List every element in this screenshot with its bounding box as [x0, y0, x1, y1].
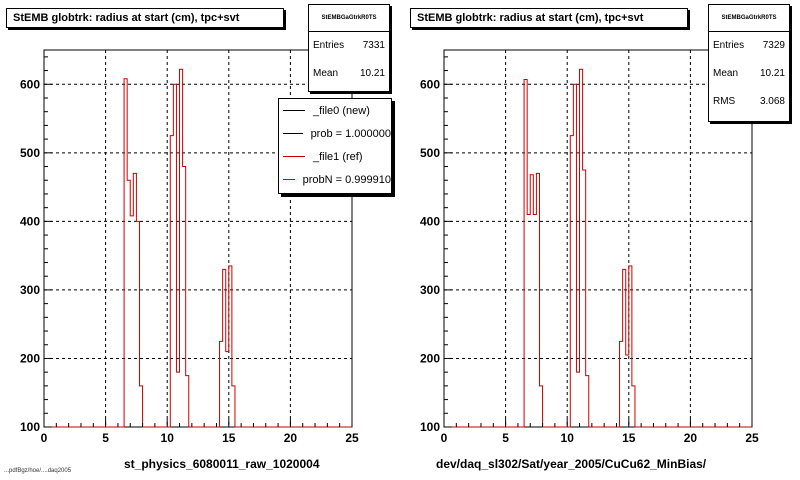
panel-1-xtick-label-5: 5	[102, 431, 109, 445]
panel-1-ytick-label-400: 400	[20, 214, 40, 228]
panel-1-legend: _file0 (new) prob = 1.000000 _file1 (ref…	[278, 98, 392, 194]
legend-swatch-ref	[283, 156, 305, 157]
panel-2-ytick-label-400: 400	[420, 214, 440, 228]
panel-2-xtick-label-5: 5	[502, 431, 509, 445]
panel-2-plot-frame	[443, 49, 753, 428]
panel-2-stats-entries: Entries 7329	[713, 40, 785, 51]
panel-2-xtick-label-20: 20	[684, 431, 698, 445]
panel-1-xtick-label-15: 15	[222, 431, 236, 445]
panel-2-title: StEMB globtrk: radius at start (cm), tpc…	[410, 8, 688, 28]
panel-1-stats-mean: Mean 10.21	[313, 68, 385, 79]
panel-2-series-1-step-line	[444, 68, 752, 428]
legend-entry-new: _file0 (new)	[279, 99, 391, 122]
panel-1-ytick-label-600: 600	[20, 77, 40, 91]
panel-1-xtick-label-20: 20	[284, 431, 298, 445]
corner-caption: ...pdfBgz/hoe/....daq2005	[4, 468, 72, 474]
legend-entry-prob: prob = 1.000000	[279, 122, 391, 145]
panel-2-stats-mean: Mean 10.21	[713, 68, 785, 79]
panel-2-xtick-label-25: 25	[745, 431, 759, 445]
panel-2-stats-rms: RMS 3.068	[713, 96, 785, 107]
panel-1-xtick-label-0: 0	[41, 431, 48, 445]
panel-1-bin-1	[127, 180, 130, 427]
panel-1-stats-name: StEMBGaGtrkR0TS	[309, 5, 389, 32]
panel-2-ytick-label-500: 500	[420, 146, 440, 160]
panel-2-xtick-label-15: 15	[622, 431, 636, 445]
panel-1-ytick-label-200: 200	[20, 351, 40, 365]
panel-2-bin-3	[533, 215, 536, 427]
panel-1-bin-2	[130, 216, 133, 427]
legend-swatch-prob	[283, 133, 303, 134]
panel-2-stats-box: StEMBGaGtrkR0TS Entries 7329 Mean 10.21 RM…	[708, 4, 790, 122]
panel-1-ytick-label-500: 500	[20, 146, 40, 160]
panel-1-bin-8	[176, 372, 179, 427]
panel-1-stats-box: StEMBGaGtrkR0TS Entries 7331 Mean 10.21	[308, 4, 390, 92]
panel-1-ytick-label-300: 300	[20, 283, 40, 297]
legend-swatch-new	[283, 110, 305, 111]
panel-2-bin-1	[527, 215, 530, 427]
panel-2-x-footer: dev/daq_sl302/Sat/year_2005/CuCu62_MinBi…	[436, 457, 707, 471]
panel-2-ytick-label-100: 100	[420, 420, 440, 434]
panel-1-title: StEMB globtrk: radius at start (cm), tpc…	[6, 8, 284, 28]
panel-2-xtick-label-0: 0	[441, 431, 448, 445]
panel-2-ytick-label-200: 200	[420, 351, 440, 365]
panel-2-ytick-label-600: 600	[420, 77, 440, 91]
panel-2-stats-name: StEMBGaGtrkR0TS	[709, 5, 789, 32]
panel-2-xtick-label-10: 10	[561, 431, 575, 445]
legend-swatch-probn	[283, 179, 295, 180]
legend-entry-ref: _file1 (ref)	[279, 145, 391, 168]
panel-1-xtick-label-25: 25	[345, 431, 359, 445]
panel-2-ytick-label-300: 300	[420, 283, 440, 297]
panel-2-bin-8	[576, 372, 579, 427]
panel-1-stats-entries: Entries 7331	[313, 40, 385, 51]
panel-1-x-footer: st_physics_6080011_raw_1020004	[124, 457, 320, 471]
legend-entry-probn: probN = 0.999910	[279, 168, 391, 191]
panel-1-xtick-label-10: 10	[161, 431, 175, 445]
panel-1-ytick-label-100: 100	[20, 420, 40, 434]
